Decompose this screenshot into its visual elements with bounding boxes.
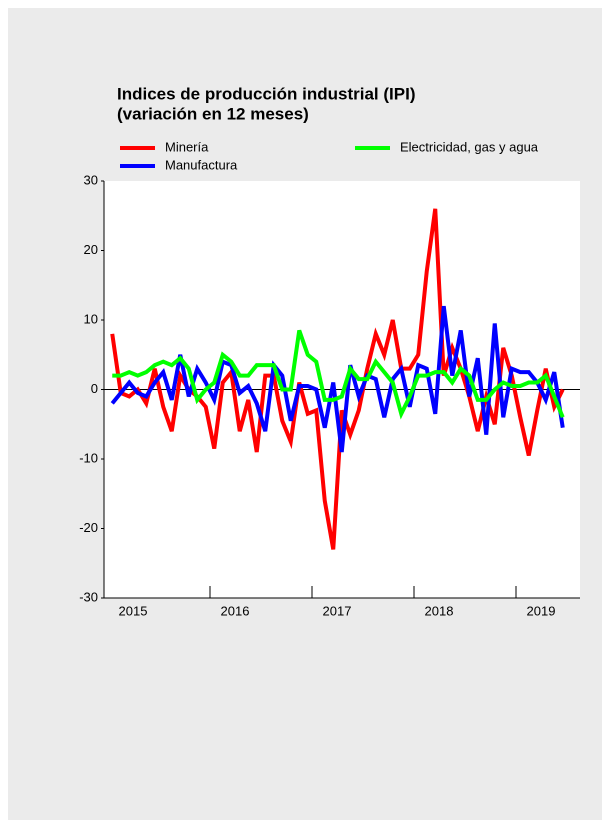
y-tick-label: 30 xyxy=(84,172,98,187)
y-tick-label: 20 xyxy=(84,242,98,257)
y-tick-label: 0 xyxy=(91,381,98,396)
legend-label: Minería xyxy=(165,139,209,154)
y-tick-label: 10 xyxy=(84,311,98,326)
chart-subtitle: (variación en 12 meses) xyxy=(117,104,309,123)
y-tick-label: -10 xyxy=(79,450,98,465)
legend-label: Electricidad, gas y agua xyxy=(400,139,539,154)
x-tick-label: 2019 xyxy=(527,603,556,618)
x-tick-label: 2017 xyxy=(323,603,352,618)
chart-title: Indices de producción industrial (IPI) xyxy=(117,84,415,103)
y-tick-label: -30 xyxy=(79,589,98,604)
x-tick-label: 2018 xyxy=(425,603,454,618)
series-line xyxy=(112,329,565,420)
x-tick-label: 2015 xyxy=(119,603,148,618)
series-line xyxy=(110,305,565,453)
legend-label: Manufactura xyxy=(165,157,238,172)
y-tick-label: -20 xyxy=(79,520,98,535)
x-tick-label: 2016 xyxy=(221,603,250,618)
